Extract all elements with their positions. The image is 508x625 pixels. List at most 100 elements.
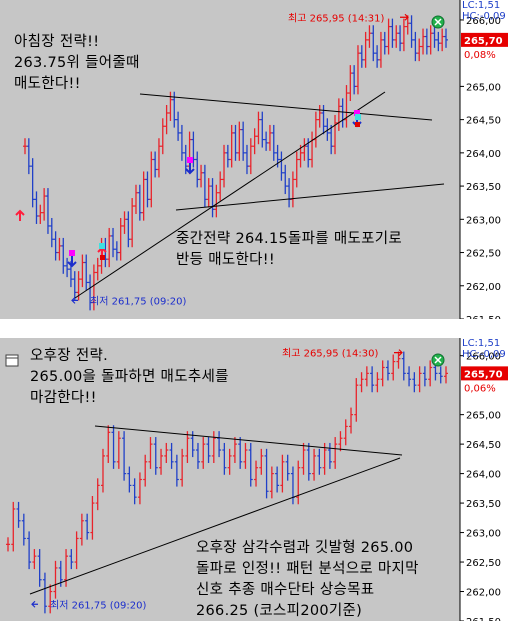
ohlc-bar (333, 114, 338, 155)
ohlc-bar (241, 121, 246, 161)
price-tick-label: 262,50 (466, 249, 501, 260)
ohlc-bar (354, 378, 359, 422)
price-tick-label: 261,50 (466, 617, 501, 621)
ohlc-bar (256, 111, 261, 145)
ohlc-bar (48, 584, 53, 614)
ohlc-bar (85, 513, 90, 540)
ohlc-bar (444, 28, 448, 48)
ohlc-bar (338, 431, 343, 452)
ohlc-bar (160, 118, 165, 155)
last-price-label: 265,70 (464, 369, 503, 380)
ohlc-bar (127, 466, 132, 493)
ohlc-bar (279, 151, 284, 181)
ohlc-bar (164, 105, 169, 135)
ohlc-bar (11, 501, 16, 552)
cyan-signal-marker (355, 114, 361, 120)
ohlc-bar (57, 237, 62, 261)
ohlc-bar (401, 18, 406, 52)
ohlc-bar (26, 138, 31, 175)
ohlc-bar (23, 138, 27, 155)
ohlc-bar (405, 15, 410, 35)
ohlc-bar (53, 560, 58, 599)
ohlc-bar (359, 45, 364, 68)
plot-background (0, 338, 460, 621)
ohlc-bar (191, 131, 196, 168)
ohlc-bar (380, 360, 385, 387)
ohlc-bar (95, 478, 100, 511)
ohlc-bar (176, 111, 181, 141)
ohlc-bar (421, 28, 426, 55)
ohlc-bar (412, 372, 417, 393)
ohlc-bar (84, 254, 89, 291)
ohlc-bar (283, 164, 288, 195)
price-axis-background (460, 0, 508, 319)
ohlc-bar (195, 151, 200, 188)
ohlc-bar (143, 454, 148, 487)
ohlc-bar (53, 231, 58, 261)
ohlc-bar (88, 274, 93, 311)
ohlc-bar (413, 31, 418, 62)
ohlc-bar (417, 366, 422, 393)
buy-signal-arrow-icon (15, 209, 25, 221)
ohlc-bar (343, 419, 348, 446)
ohlc-bar (355, 45, 360, 95)
midday-strategy-annotation: 중간전략 264.15돌파를 매도포기로 반등 매도한다!! (176, 231, 403, 268)
ohlc-bar (116, 431, 121, 469)
panel-separator (0, 319, 508, 338)
green-x-marker-glyph (434, 356, 442, 364)
ohlc-bar (30, 158, 35, 208)
ohlc-bar (148, 437, 153, 469)
ohlc-bar (352, 65, 357, 95)
price-tick-label: 263,50 (466, 499, 501, 510)
high-price-label: 최고 265,95 (14:31) (288, 12, 384, 24)
ohlc-bar (436, 31, 441, 52)
ohlc-bar (122, 211, 127, 234)
ohlc-bar (174, 454, 179, 487)
ohlc-bar (370, 366, 375, 393)
ohlc-bar (122, 431, 127, 481)
trend-line (175, 183, 445, 211)
ohlc-bar (254, 460, 259, 487)
ohlc-bar (111, 425, 116, 469)
ohlc-bar (74, 531, 79, 570)
ohlc-bar (385, 360, 390, 381)
ohlc-bar (202, 164, 207, 208)
ohlc-bar (285, 454, 290, 481)
ohlc-bar (432, 25, 437, 48)
red-signal-marker (100, 255, 105, 260)
ohlc-bar (32, 549, 37, 570)
ohlc-bar (244, 144, 249, 175)
red-signal-marker (355, 122, 360, 127)
ohlc-bar (301, 442, 306, 475)
price-tick-label: 264,50 (466, 116, 501, 127)
ohlc-bar (428, 25, 433, 55)
ohlc-bar (317, 448, 322, 475)
ohlc-bar (6, 537, 10, 552)
ohlc-bar (396, 351, 401, 369)
last-price-badge (461, 32, 508, 47)
ohlc-bar (91, 264, 96, 311)
ohlc-bar (195, 442, 200, 469)
ohlc-bar (153, 437, 158, 475)
ohlc-bar (359, 372, 364, 393)
sell-signal-marker (354, 110, 360, 116)
sell-signal-arrow-icon (185, 163, 195, 175)
ohlc-bar (183, 144, 188, 175)
low-price-label: 최저 261,75 (09:20) (50, 599, 146, 611)
ohlc-bar (210, 178, 215, 218)
morning-strategy-annotation: 아침장 전략!! 263.75위 들어줄때 매도한다!! (14, 34, 140, 92)
ohlc-bar (100, 448, 105, 493)
ohlc-bar (271, 124, 276, 161)
ohlc-bar (312, 448, 317, 481)
ohlc-bar (375, 45, 380, 68)
ohlc-bar (401, 351, 406, 381)
ohlc-bar (327, 442, 332, 469)
ohlc-bar (185, 431, 190, 463)
ohlc-bar (444, 366, 448, 384)
ohlc-bar (252, 128, 257, 155)
ohlc-bar (243, 442, 248, 469)
ohlc-bar (428, 360, 433, 387)
low-arrow-icon (31, 600, 38, 608)
ohlc-bar (49, 217, 54, 248)
ohlc-bar (141, 171, 146, 221)
